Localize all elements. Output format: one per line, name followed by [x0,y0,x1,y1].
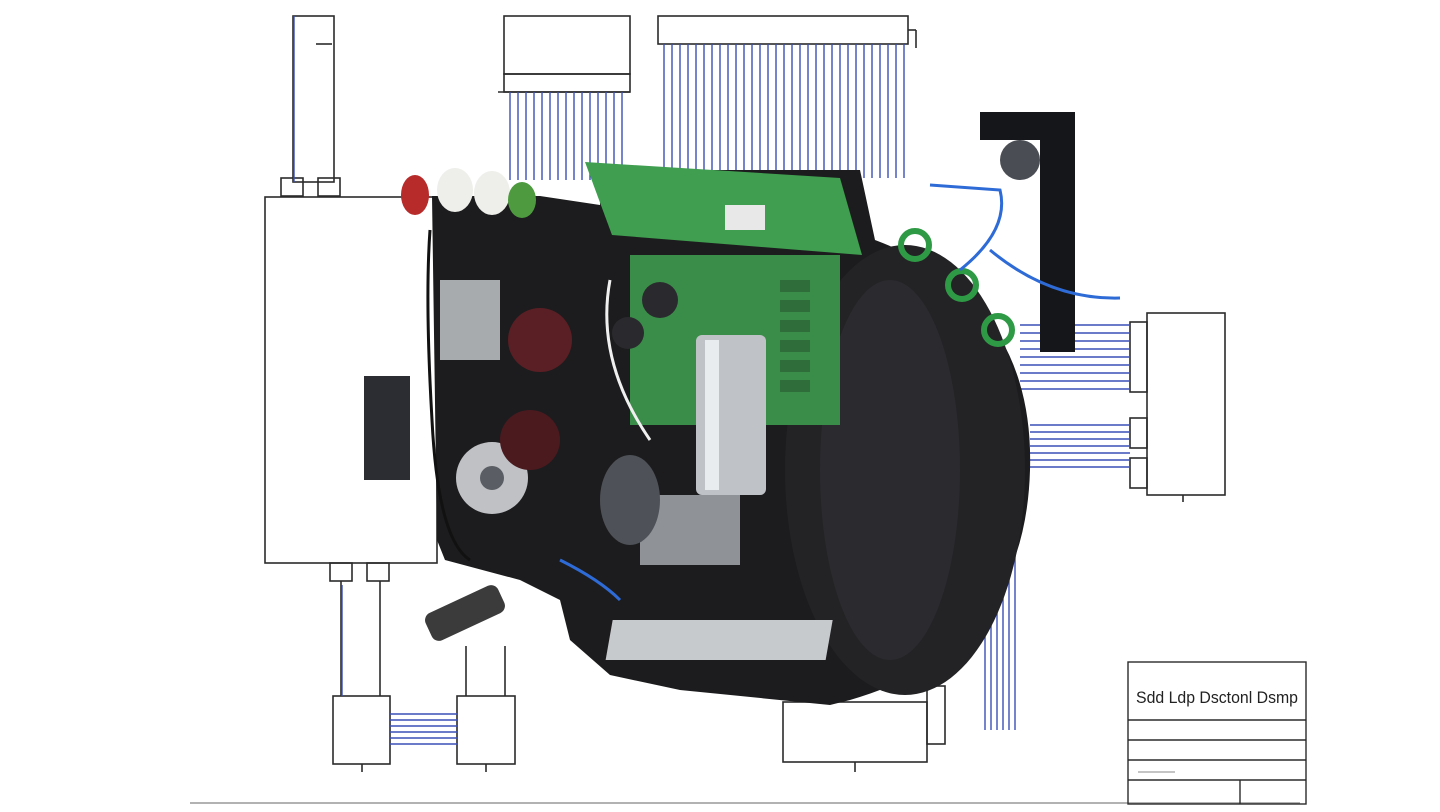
top-left-connector [280,15,341,197]
left-enclosure [264,196,438,564]
mechanical-assembly [364,112,1121,705]
cables [426,183,1121,602]
motor-roller [600,455,660,545]
red-coil [508,308,572,372]
fan-hub [480,466,504,490]
grey-module [440,280,500,360]
pcb-inductor-2 [612,317,644,349]
wire-bundles [293,16,1130,745]
bottom-left-module-a [332,695,391,772]
front-plug [425,585,505,641]
capacitor-highlight [705,340,719,490]
dark-red-coil [500,410,560,470]
bottom-left-module-b [456,646,516,772]
green-rings [898,228,1015,347]
pcb-chip [725,205,765,230]
title-block-text: Sdd Ldp Dsctonl Dsmp [1136,688,1298,707]
top-right-connector-bank [657,15,917,48]
metal-base-plate [605,620,833,660]
green-pcb [585,162,862,255]
title-block [1127,661,1307,805]
left-enclosure-bottom-terminals [329,562,390,696]
top-plugs [401,168,536,218]
wires-bottom-left [390,713,457,745]
pcb-terminal-strip [780,280,810,392]
side-display [364,376,410,480]
pcb-inductor [642,282,678,318]
rear-bracket [980,112,1075,352]
rear-bolt [1000,140,1040,180]
right-terminal-box [1129,312,1226,502]
circular-housing-shade [820,280,960,660]
wires-top-right [663,44,905,178]
top-middle-connector-bank [498,15,631,93]
